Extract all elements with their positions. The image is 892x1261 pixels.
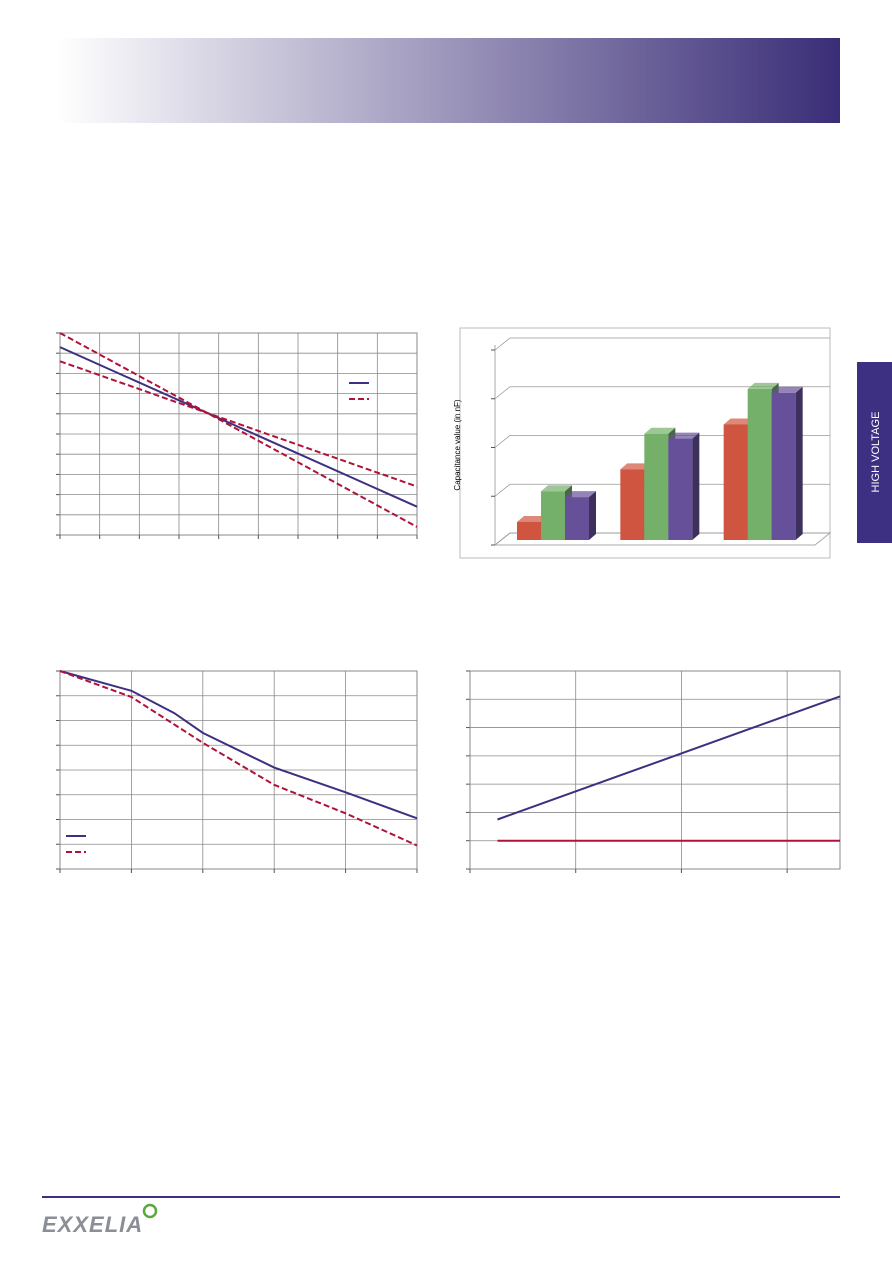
series-line: [59, 670, 418, 847]
grid-line: [494, 483, 830, 497]
grid-line: [494, 386, 830, 400]
bar-face: [541, 491, 565, 540]
logo-mark: [142, 1203, 158, 1219]
bar-face: [517, 521, 541, 540]
bar-face: [771, 386, 803, 393]
bar-face: [771, 392, 796, 540]
series-line: [497, 695, 841, 821]
series-line: [59, 670, 418, 820]
bar-face: [747, 382, 779, 389]
bar-face: [747, 388, 772, 540]
bar: [565, 491, 596, 540]
bar-face: [723, 418, 755, 425]
bar-face: [644, 427, 676, 434]
bar-face: [517, 515, 548, 522]
bar-face: [723, 424, 748, 540]
bar-face: [565, 497, 589, 540]
plot-area: [469, 670, 841, 870]
bar: [771, 386, 803, 540]
grid-line: [494, 532, 830, 546]
grid-line: [494, 337, 830, 351]
y-axis-label: Capacitance value (in nF): [453, 399, 462, 490]
bar-face: [620, 463, 652, 470]
bar-face: [644, 433, 669, 540]
bar-face: [692, 432, 700, 540]
bar-face: [541, 485, 572, 492]
bar-face: [668, 432, 700, 439]
bar-face: [620, 469, 645, 540]
side-tab: [857, 362, 892, 543]
header-band: [57, 38, 840, 123]
bar: [668, 432, 700, 540]
side-tab-label: HIGH VOLTAGE: [870, 412, 882, 493]
logo: EXXELIA: [42, 1212, 143, 1237]
series-line: [59, 346, 418, 508]
bar-face: [795, 386, 803, 540]
bar-face: [668, 438, 693, 540]
series-line: [59, 360, 418, 488]
series-line: [59, 332, 418, 528]
grid-line: [494, 435, 830, 448]
bar-face: [565, 491, 596, 498]
bar-face: [589, 491, 596, 540]
